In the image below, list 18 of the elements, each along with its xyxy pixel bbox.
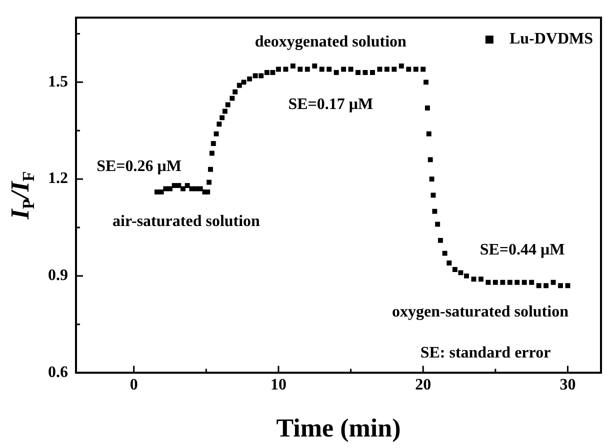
annotation: SE=0.44 μM: [480, 241, 565, 258]
x-tick-label: 0: [130, 376, 138, 394]
x-axis-title: Time (min): [276, 414, 401, 443]
y-axis-title: IP/IF: [6, 171, 38, 220]
annotation: SE=0.17 μM: [288, 96, 374, 113]
annotation: SE: standard error: [420, 344, 551, 362]
annotation: deoxygenated solution: [254, 34, 407, 51]
annotation: air-saturated solution: [112, 212, 260, 230]
legend-label: Lu-DVDMS: [509, 30, 594, 48]
x-tick-label: 20: [415, 376, 432, 394]
x-tick-label: 30: [560, 376, 576, 394]
x-tick-label: 10: [270, 376, 286, 394]
y-tick-label: 1.5: [48, 73, 68, 90]
y-tick-label: 0.9: [48, 267, 68, 284]
annotation: oxygen-saturated solution: [392, 304, 569, 321]
annotation: SE=0.26 μM: [96, 158, 182, 175]
y-tick-label: 1.2: [48, 170, 68, 188]
y-tick-label: 0.6: [48, 364, 68, 381]
